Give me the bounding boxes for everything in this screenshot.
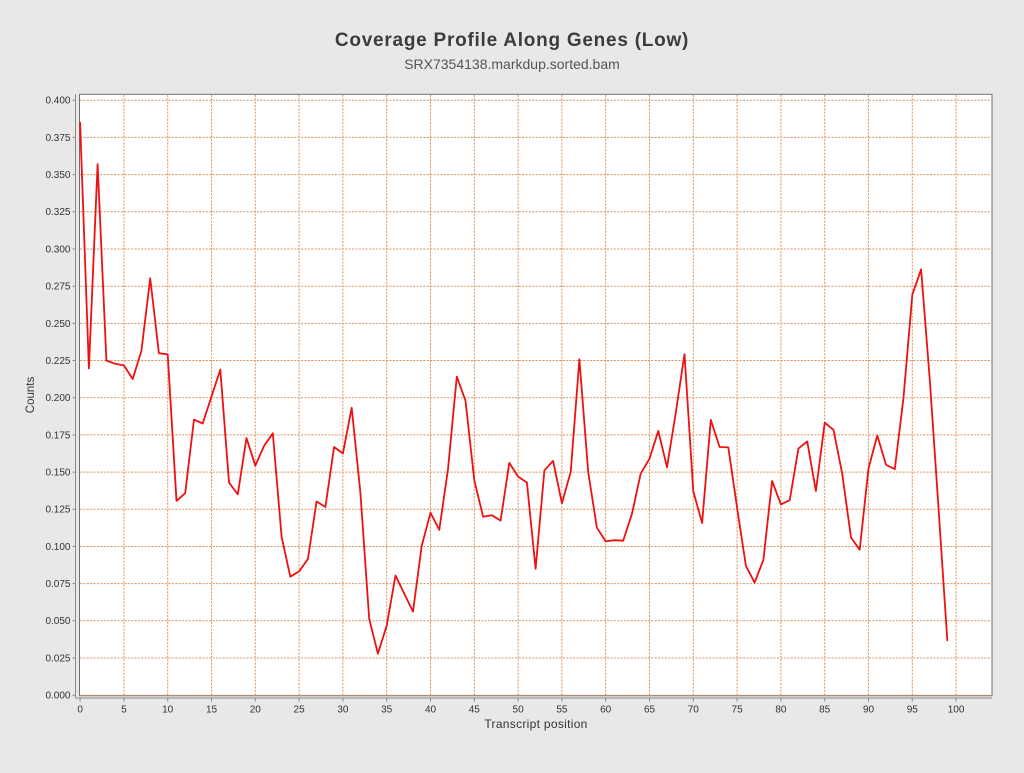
svg-text:50: 50 <box>513 705 525 716</box>
svg-text:20: 20 <box>250 705 262 716</box>
svg-text:0.150: 0.150 <box>45 468 70 479</box>
svg-text:100: 100 <box>948 705 965 716</box>
svg-text:0: 0 <box>77 705 83 716</box>
svg-text:0.100: 0.100 <box>45 542 70 553</box>
svg-text:0.250: 0.250 <box>45 319 70 330</box>
svg-text:5: 5 <box>121 705 127 716</box>
svg-text:35: 35 <box>381 705 393 716</box>
svg-text:0.075: 0.075 <box>45 579 70 590</box>
svg-text:60: 60 <box>600 705 612 716</box>
svg-text:Transcript position: Transcript position <box>484 717 587 731</box>
svg-text:55: 55 <box>556 705 568 716</box>
svg-text:0.325: 0.325 <box>45 207 70 218</box>
svg-text:10: 10 <box>162 705 174 716</box>
svg-text:90: 90 <box>863 705 875 716</box>
svg-text:0.225: 0.225 <box>45 356 70 367</box>
svg-text:15: 15 <box>206 705 218 716</box>
svg-text:65: 65 <box>644 705 656 716</box>
svg-text:0.000: 0.000 <box>45 691 70 702</box>
svg-text:SRX7354138.markdup.sorted.bam: SRX7354138.markdup.sorted.bam <box>404 56 620 72</box>
svg-text:0.400: 0.400 <box>45 96 70 107</box>
svg-text:70: 70 <box>688 705 700 716</box>
svg-text:45: 45 <box>469 705 481 716</box>
svg-text:0.125: 0.125 <box>45 505 70 516</box>
svg-text:0.025: 0.025 <box>45 653 70 664</box>
svg-text:95: 95 <box>907 705 919 716</box>
svg-text:0.275: 0.275 <box>45 282 70 293</box>
svg-text:25: 25 <box>294 705 306 716</box>
svg-text:0.350: 0.350 <box>45 170 70 181</box>
svg-text:75: 75 <box>732 705 744 716</box>
svg-text:0.050: 0.050 <box>45 616 70 627</box>
svg-text:Counts: Counts <box>25 377 37 414</box>
svg-text:0.200: 0.200 <box>45 393 70 404</box>
svg-text:85: 85 <box>819 705 831 716</box>
svg-text:40: 40 <box>425 705 437 716</box>
svg-text:Coverage Profile Along Genes (: Coverage Profile Along Genes (Low) <box>335 30 689 51</box>
svg-text:0.175: 0.175 <box>45 430 70 441</box>
svg-text:0.375: 0.375 <box>45 133 70 144</box>
svg-text:30: 30 <box>337 705 349 716</box>
svg-text:80: 80 <box>775 705 787 716</box>
svg-text:0.300: 0.300 <box>45 244 70 255</box>
